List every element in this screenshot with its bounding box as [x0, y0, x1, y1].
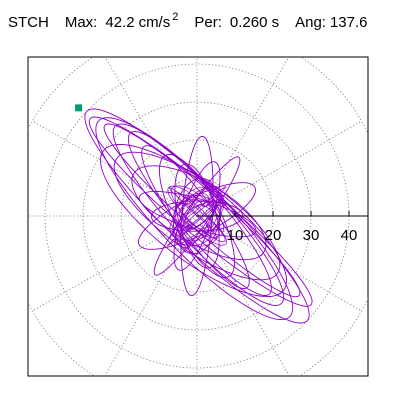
- plot-header: STCH Max: 42.2 cm/s 2 Per: 0.260 s Ang: …: [8, 11, 368, 36]
- radial-tick-label: 40: [341, 227, 358, 244]
- trace-loop: [127, 131, 272, 296]
- trace-loop: [173, 161, 221, 271]
- station-code: STCH: [8, 14, 49, 31]
- per-value: 0.260 s: [229, 14, 280, 31]
- trace-loop: [131, 165, 267, 261]
- trace-loop: [100, 143, 287, 298]
- grid-spoke: [196, 215, 290, 376]
- grid-spoke: [104, 215, 198, 376]
- peak-marker: [75, 104, 83, 112]
- radial-tick-label: 20: [265, 227, 282, 244]
- max-unit-exponent: 2: [172, 11, 179, 23]
- grid-spoke: [32, 120, 198, 217]
- trace-loop: [103, 123, 301, 298]
- radial-tick-label: 10: [227, 227, 244, 244]
- trace-loop: [95, 117, 294, 321]
- trace-tangle: [166, 185, 227, 247]
- grid-spoke: [196, 215, 362, 312]
- ang-value: 137.6: [329, 14, 368, 31]
- max-label: Max:: [64, 14, 98, 31]
- radial-axis: 10 20 30 40: [197, 211, 368, 244]
- radial-tick-label: 30: [303, 227, 320, 244]
- trace-loop: [138, 191, 257, 238]
- per-label: Per:: [194, 14, 222, 31]
- trace-loop: [153, 156, 241, 276]
- trace-loop: [138, 182, 256, 250]
- max-value: 42.2: [105, 14, 135, 31]
- trace-loop: [84, 108, 310, 324]
- max-unit: cm/s: [138, 14, 171, 31]
- motion-trace: [75, 104, 313, 324]
- trace-loop: [159, 154, 235, 278]
- trace-loop: [179, 185, 218, 249]
- ang-label: Ang:: [295, 14, 326, 31]
